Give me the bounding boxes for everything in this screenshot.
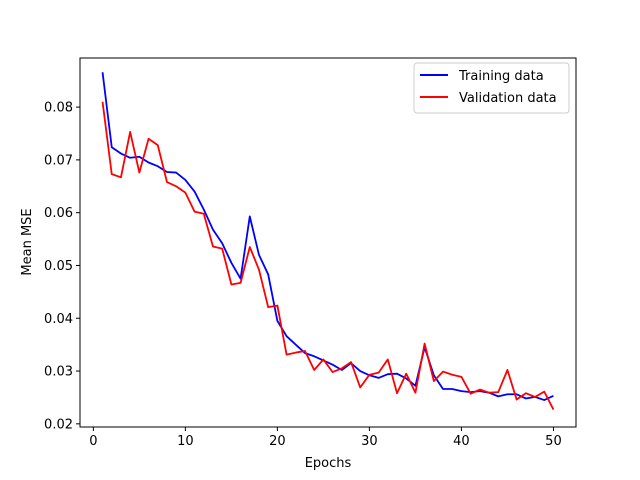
x-axis-ticks: 0 10 20 30 40 50 [89, 427, 562, 449]
y-axis-ticks: 0.02 0.03 0.04 0.05 0.06 0.07 0.08 [44, 101, 80, 432]
y-tick-label: 0.05 [44, 259, 73, 274]
series-line-training [101, 72, 554, 401]
x-tick-label: 10 [177, 434, 194, 449]
y-tick-label: 0.02 [44, 417, 73, 432]
y-tick-label: 0.04 [44, 312, 73, 327]
legend-label-training: Training data [458, 69, 544, 84]
legend: Training data Validation data [413, 62, 570, 114]
y-tick-label: 0.03 [44, 365, 73, 380]
y-tick-label: 0.07 [44, 153, 73, 168]
y-tick-label: 0.06 [44, 206, 73, 221]
x-tick-label: 0 [89, 434, 97, 449]
plot-frame [79, 57, 577, 428]
x-tick-label: 20 [269, 434, 286, 449]
legend-label-validation: Validation data [459, 91, 557, 106]
y-tick-label: 0.08 [44, 101, 73, 116]
y-axis-label: Mean MSE [20, 208, 35, 275]
x-tick-label: 40 [453, 434, 470, 449]
x-tick-label: 50 [545, 434, 562, 449]
x-axis-label: Epochs [305, 456, 352, 471]
series-line-validation [101, 101, 555, 410]
series-layer [101, 72, 555, 410]
x-tick-label: 30 [361, 434, 378, 449]
legend-box [413, 62, 570, 114]
